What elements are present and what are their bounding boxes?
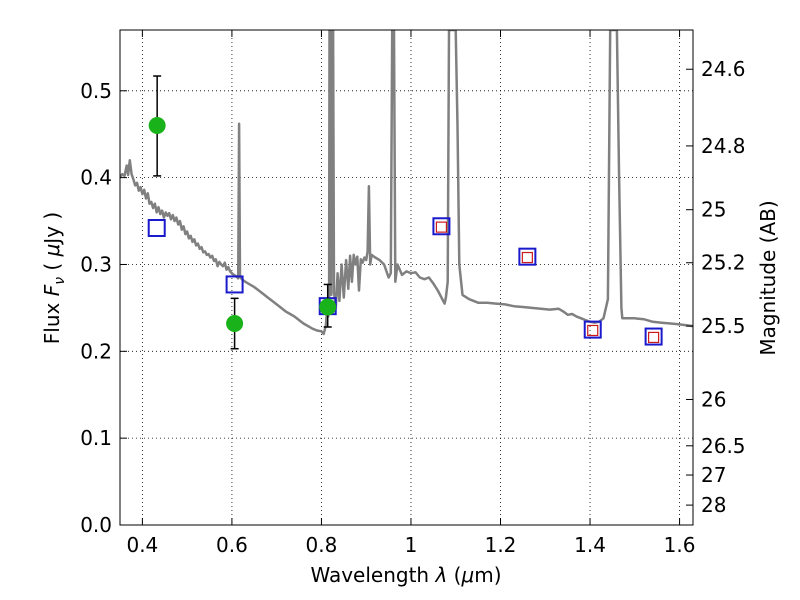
y-axis-title: Flux Fν ( μJy ) bbox=[40, 212, 68, 344]
x-tick-label: 0.6 bbox=[216, 533, 248, 557]
y2-tick-label: 27 bbox=[701, 463, 726, 487]
model-phot-red-square bbox=[587, 324, 599, 337]
y2-tick-label: 26.5 bbox=[701, 434, 746, 458]
y-tick-label: 0.0 bbox=[80, 513, 112, 537]
x-tick-label: 1.6 bbox=[664, 533, 696, 557]
observed-flux-point bbox=[226, 315, 244, 333]
model-phot-red-square bbox=[521, 251, 533, 264]
x-tick-label: 1.2 bbox=[485, 533, 517, 557]
observed-flux-point bbox=[319, 298, 337, 316]
model-phot-red-square bbox=[435, 221, 448, 233]
model-phot-blue-square bbox=[147, 219, 166, 237]
x-axis-title: Wavelength λ (μm) bbox=[310, 563, 501, 587]
y2-tick-label: 28 bbox=[701, 493, 726, 517]
y2-tick-label: 26 bbox=[701, 387, 726, 411]
y-tick-label: 0.2 bbox=[80, 339, 112, 363]
y2-axis-title: Magnitude (AB) bbox=[756, 200, 780, 355]
y-tick-label: 0.3 bbox=[80, 252, 112, 276]
plot-frame bbox=[119, 29, 694, 526]
y2-tick-label: 25.5 bbox=[701, 314, 746, 338]
model-phot-blue-square bbox=[644, 327, 663, 346]
model-phot-blue-square bbox=[225, 275, 244, 294]
axis-ticks: 0.4 0.6 0.8 1 1.2 1.4 1.6 0.0 0.1 0.2 0.3 0.4 0.5 24.… bbox=[80, 30, 746, 557]
y2-tick-label: 25 bbox=[701, 198, 726, 222]
y2-tick-label: 24.8 bbox=[701, 134, 746, 158]
x-tick-label: 1 bbox=[405, 533, 418, 557]
y2-tick-label: 24.6 bbox=[701, 57, 746, 81]
x-tick-label: 1.4 bbox=[574, 533, 606, 557]
y-tick-label: 0.5 bbox=[80, 79, 112, 103]
model-phot-blue-square bbox=[583, 320, 602, 339]
y-tick-label: 0.1 bbox=[80, 426, 112, 450]
model-phot-red-square bbox=[648, 331, 660, 344]
markers-layer bbox=[147, 75, 663, 350]
model-phot-blue-square bbox=[432, 217, 451, 236]
y-tick-label: 0.4 bbox=[80, 166, 112, 190]
x-tick-label: 0.4 bbox=[126, 533, 158, 557]
grid-lines bbox=[120, 30, 693, 526]
model-phot-blue-square bbox=[518, 247, 537, 266]
y2-tick-label: 25.2 bbox=[701, 251, 746, 275]
observed-flux-point bbox=[148, 117, 166, 135]
x-tick-label: 0.8 bbox=[306, 533, 338, 557]
plot-background bbox=[120, 30, 693, 525]
